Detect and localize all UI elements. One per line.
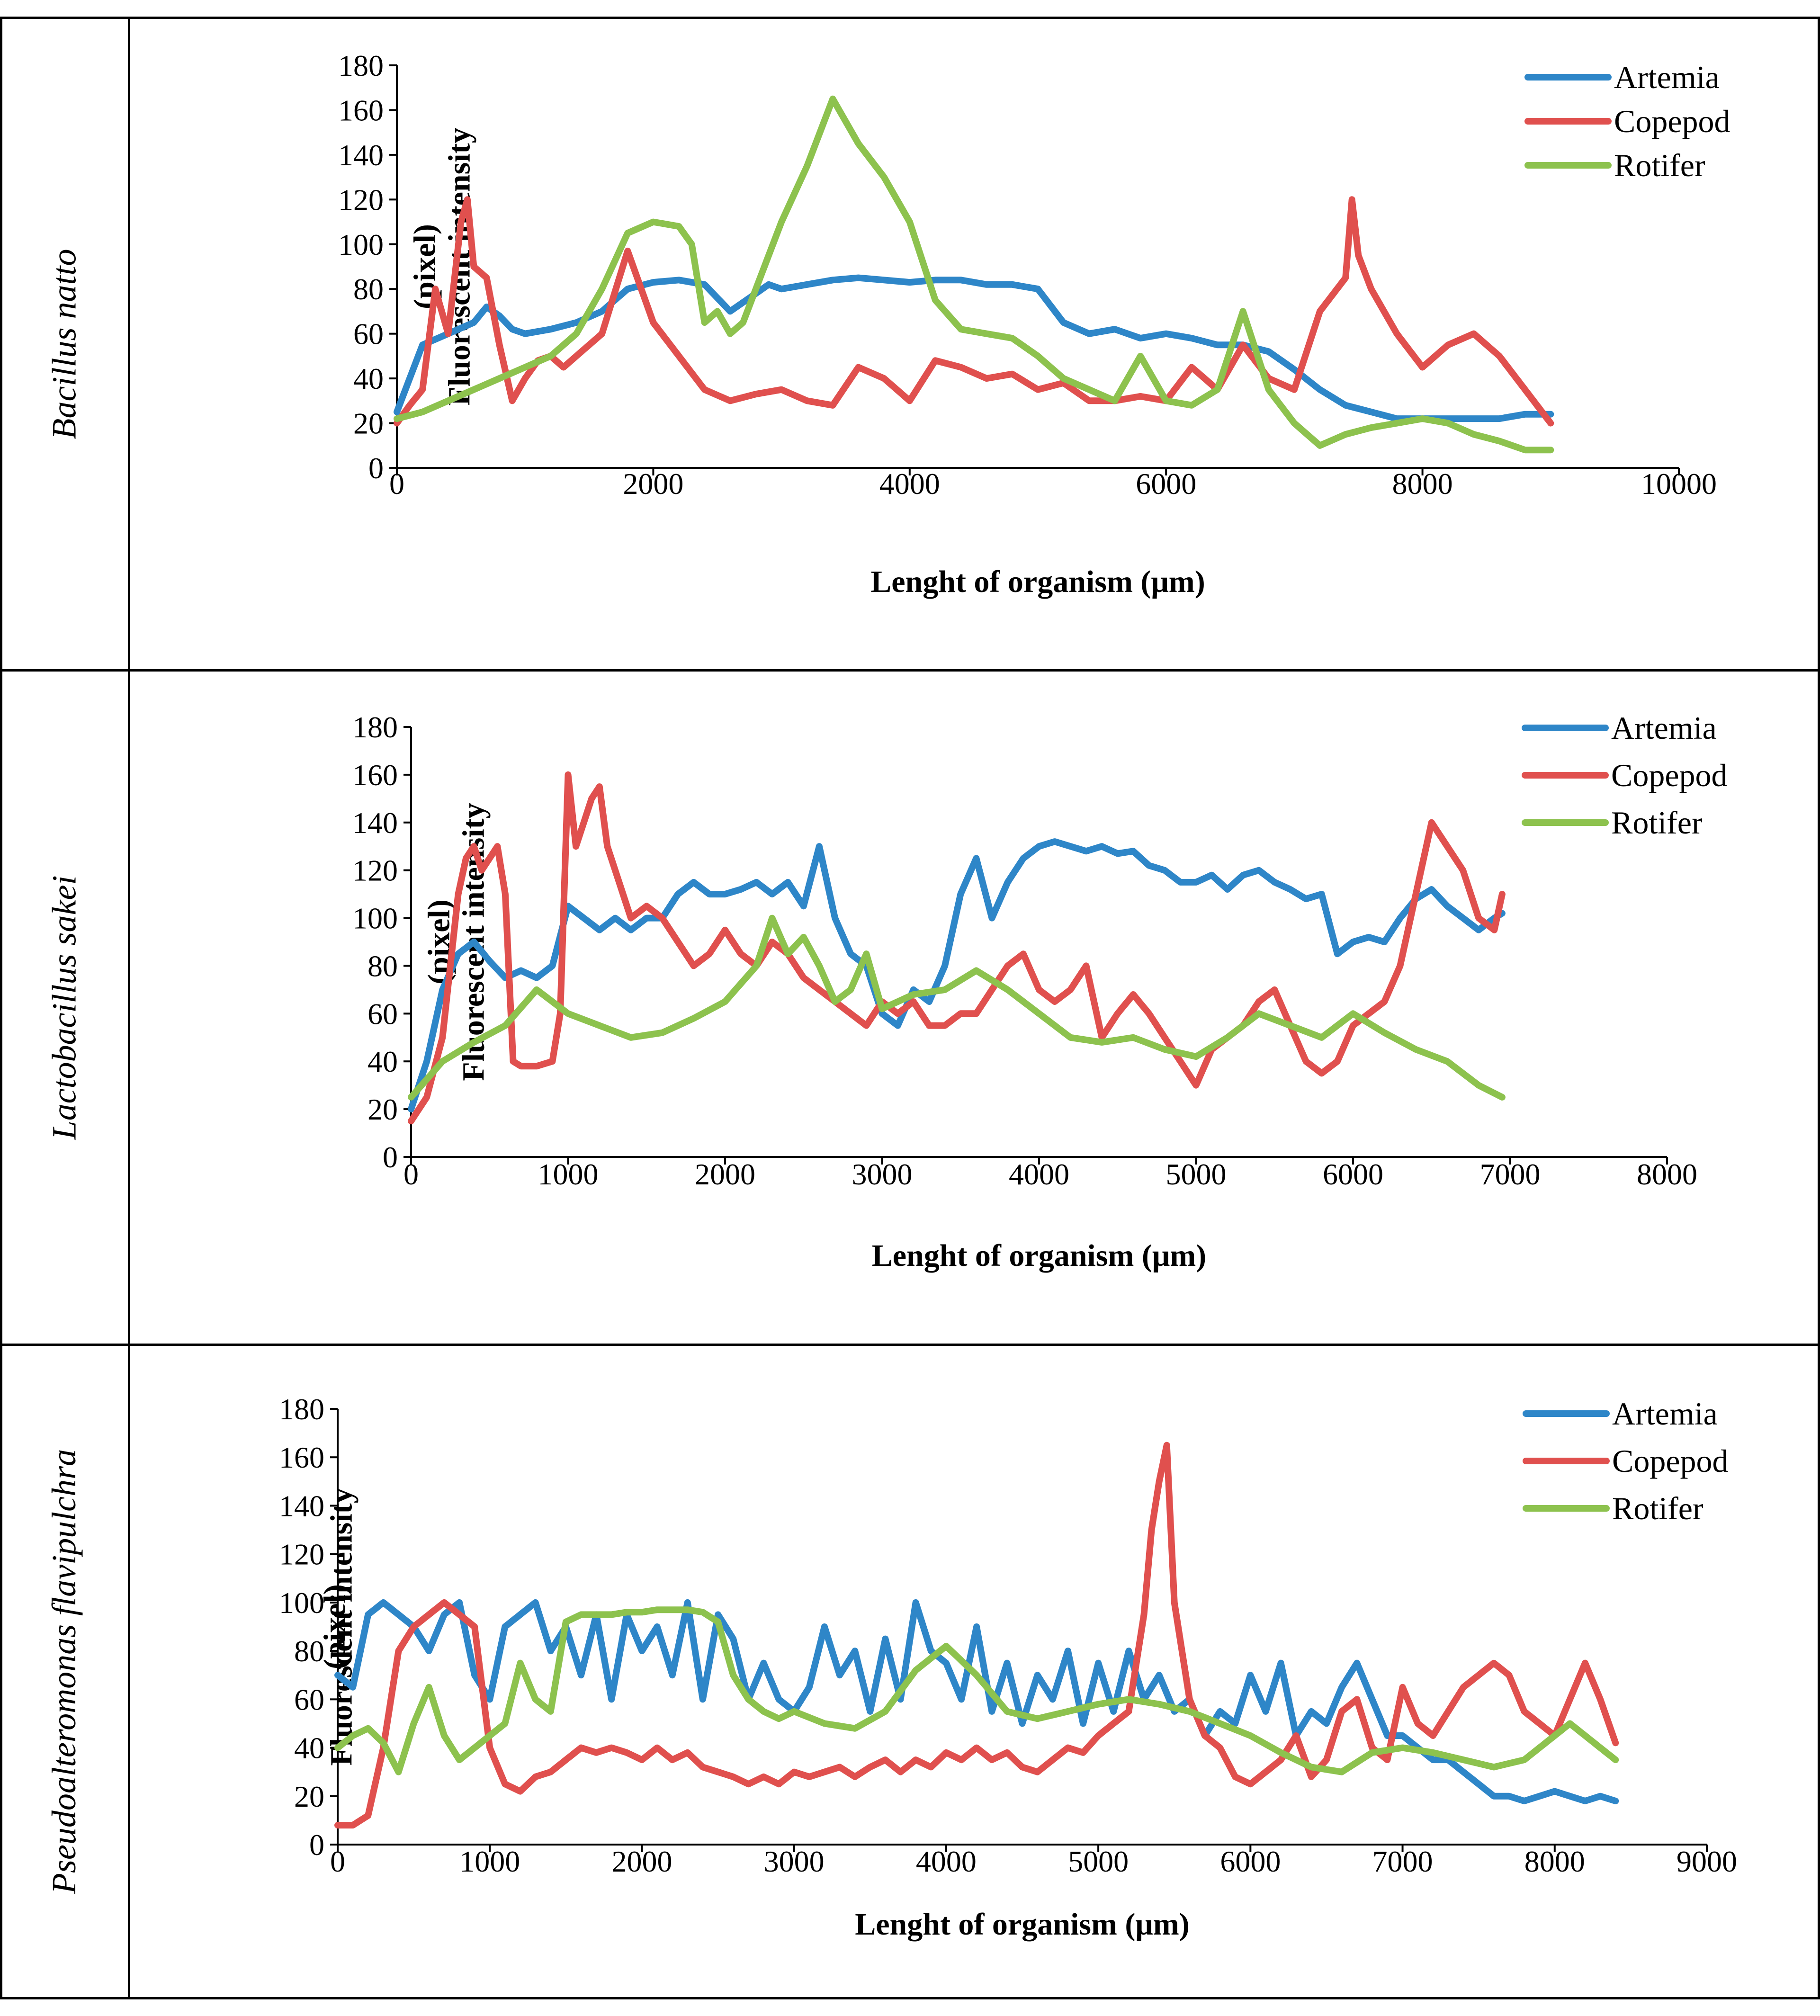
y-tick-label: 40 <box>294 1731 324 1765</box>
series-line-artemia <box>394 274 1554 422</box>
x-tick-label: 8000 <box>1524 1845 1585 1878</box>
y-tick-label: 0 <box>368 451 384 485</box>
x-tick-label: 4000 <box>916 1845 977 1878</box>
x-tick-label: 2000 <box>623 467 683 501</box>
series-line-artemia <box>334 1599 1619 1804</box>
y-tick-label: 80 <box>294 1634 324 1668</box>
x-tick-label: 3000 <box>764 1845 825 1878</box>
y-tick-label: 140 <box>338 138 384 172</box>
y-tick-label: 20 <box>294 1780 324 1813</box>
legend-label-copepod: Copepod <box>1612 1443 1729 1479</box>
legend-label-artemia: Artemia <box>1614 59 1720 95</box>
x-tick-label: 5000 <box>1068 1845 1129 1878</box>
table-border-left <box>0 17 2 1999</box>
table-column-divider <box>128 17 130 1999</box>
y-tick-label: 140 <box>279 1489 324 1523</box>
x-tick-label: 10000 <box>1641 467 1717 501</box>
y-tick-label: 60 <box>353 317 384 351</box>
y-tick-label: 100 <box>338 228 384 261</box>
y-tick-label: 60 <box>368 997 398 1030</box>
y-tick-label: 100 <box>352 902 398 935</box>
series-line-artemia <box>408 838 1506 1113</box>
y-tick-label: 180 <box>338 49 384 82</box>
y-tick-label: 60 <box>294 1683 324 1716</box>
y-tick-label: 100 <box>279 1586 324 1620</box>
table-row-divider-1 <box>0 669 1820 672</box>
x-tick-label: 3000 <box>852 1157 913 1191</box>
x-tick-label: 4000 <box>1009 1157 1069 1191</box>
x-axis-title: Lenght of organism (μm) <box>872 1238 1207 1273</box>
x-tick-label: 7000 <box>1480 1157 1541 1191</box>
y-tick-label: 120 <box>279 1538 324 1571</box>
legend-label-copepod: Copepod <box>1614 103 1730 139</box>
y-tick-label: 140 <box>352 806 398 840</box>
legend-label-artemia: Artemia <box>1612 1396 1718 1432</box>
series-line-copepod <box>394 196 1554 427</box>
organism-label-pseudoalteromonas: Pseudoalteromonas flavipulchra <box>0 1346 129 1997</box>
x-tick-label: 1000 <box>538 1157 599 1191</box>
series-line-rotifer <box>408 914 1506 1101</box>
y-tick-label: 80 <box>353 272 384 306</box>
legend: Artemia Copepod Rotifer <box>1523 1396 1729 1526</box>
x-tick-label: 9000 <box>1677 1845 1737 1878</box>
x-tick-label: 2000 <box>611 1845 672 1878</box>
y-tick-label: 40 <box>368 1045 398 1078</box>
y-tick-label: 120 <box>352 854 398 887</box>
y-tick-label: 20 <box>368 1093 398 1126</box>
x-tick-label: 0 <box>389 467 404 501</box>
organism-name: Lactobacillus sakei <box>45 875 83 1140</box>
legend-label-artemia: Artemia <box>1611 710 1717 746</box>
x-tick-label: 2000 <box>695 1157 755 1191</box>
legend-label-rotifer: Rotifer <box>1611 805 1703 841</box>
x-tick-label: 0 <box>330 1845 345 1878</box>
series-line-copepod <box>334 1442 1619 1829</box>
organism-name: Bacillus natto <box>45 249 83 439</box>
table-border-top <box>0 17 1820 19</box>
x-tick-label: 6000 <box>1220 1845 1281 1878</box>
x-axis-title: Lenght of organism (μm) <box>870 564 1205 599</box>
x-tick-label: 5000 <box>1166 1157 1227 1191</box>
legend-label-rotifer: Rotifer <box>1612 1490 1703 1526</box>
organism-label-lactobacillus: Lactobacillus sakei <box>0 672 129 1344</box>
y-tick-label: 160 <box>338 93 384 127</box>
series-line-rotifer <box>334 1606 1619 1775</box>
x-tick-label: 7000 <box>1372 1845 1433 1878</box>
x-tick-label: 1000 <box>459 1845 520 1878</box>
x-tick-label: 8000 <box>1637 1157 1697 1191</box>
table-border-right <box>1818 17 1820 1999</box>
y-tick-label: 160 <box>279 1441 324 1474</box>
y-tick-label: 180 <box>352 710 398 744</box>
x-tick-label: 0 <box>403 1157 419 1191</box>
y-tick-label: 160 <box>352 758 398 792</box>
y-tick-label: 20 <box>353 407 384 440</box>
legend-label-rotifer: Rotifer <box>1614 147 1705 183</box>
y-tick-label: 180 <box>279 1392 324 1426</box>
legend: Artemia Copepod Rotifer <box>1524 59 1730 183</box>
x-tick-label: 6000 <box>1136 467 1196 501</box>
table-border-bottom <box>0 1997 1820 1999</box>
legend-label-copepod: Copepod <box>1611 757 1728 793</box>
x-axis-title: Lenght of organism (μm) <box>855 1907 1190 1942</box>
x-tick-label: 6000 <box>1323 1157 1383 1191</box>
y-tick-label: 40 <box>353 362 384 395</box>
y-axis-title: Fluorescent intensity(pixel) <box>318 1487 359 1765</box>
series-line-copepod <box>408 771 1506 1125</box>
x-tick-label: 4000 <box>879 467 940 501</box>
y-tick-label: 80 <box>368 949 398 983</box>
organism-name: Pseudoalteromonas flavipulchra <box>45 1449 83 1894</box>
y-axis-title-line: (pixel) <box>318 1584 352 1669</box>
x-tick-label: 8000 <box>1392 467 1453 501</box>
y-tick-label: 0 <box>383 1140 398 1174</box>
organism-label-bacillus: Bacillus natto <box>0 19 129 669</box>
y-tick-label: 120 <box>338 183 384 216</box>
series-line-rotifer <box>394 95 1554 454</box>
legend: Artemia Copepod Rotifer <box>1522 710 1728 841</box>
y-tick-label: 0 <box>309 1828 324 1862</box>
y-axis-title-line: Fluorescent intensity <box>324 1487 359 1765</box>
table-row-divider-2 <box>0 1344 1820 1346</box>
